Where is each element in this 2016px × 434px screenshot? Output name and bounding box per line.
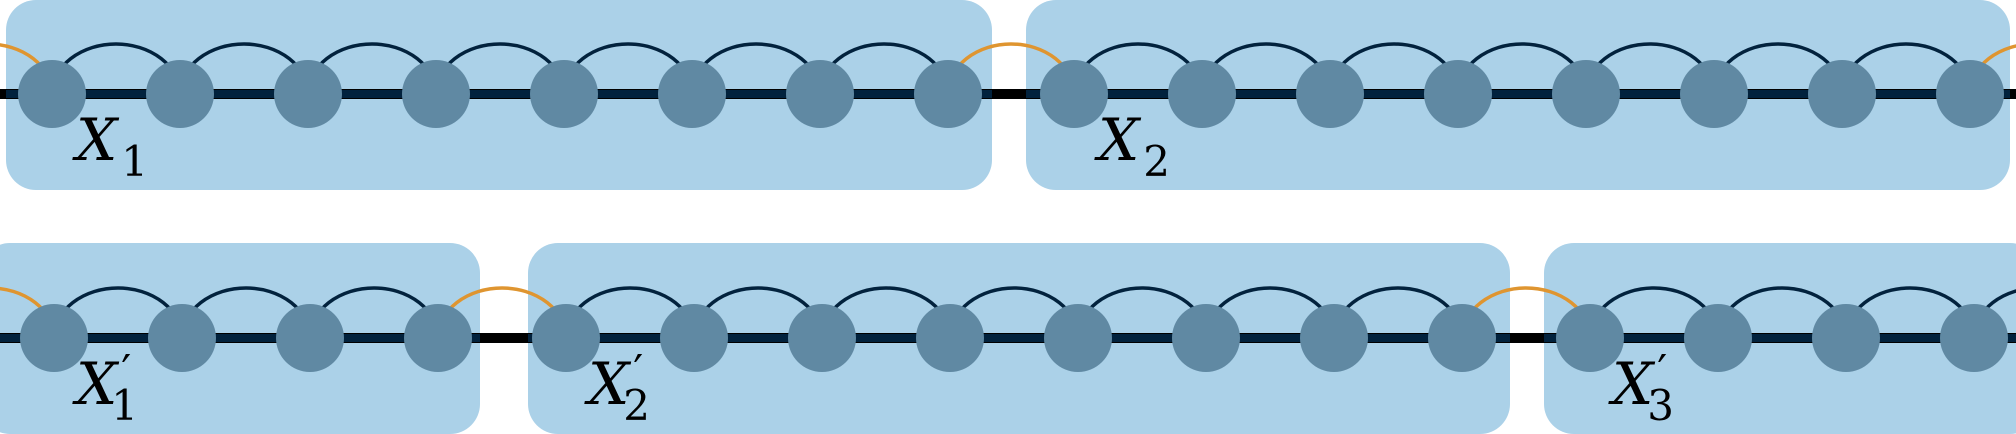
site-node bbox=[1296, 60, 1364, 128]
site-node bbox=[660, 304, 728, 372]
site-node bbox=[1812, 304, 1880, 372]
site-node bbox=[786, 60, 854, 128]
site-node bbox=[1684, 304, 1752, 372]
block-label-symbol: X bbox=[1094, 106, 1142, 174]
site-node bbox=[1936, 60, 2004, 128]
site-node bbox=[788, 304, 856, 372]
block-label-subscript: 3 bbox=[1647, 381, 1674, 430]
site-node bbox=[1556, 304, 1624, 372]
site-node bbox=[148, 304, 216, 372]
site-node bbox=[402, 60, 470, 128]
site-node bbox=[532, 304, 600, 372]
site-node bbox=[1428, 304, 1496, 372]
block-label-subscript: 2 bbox=[623, 381, 650, 430]
block-label-symbol: X bbox=[72, 350, 120, 418]
site-node bbox=[530, 60, 598, 128]
site-node bbox=[1172, 304, 1240, 372]
block-label-3: X′ 3 bbox=[1608, 346, 1674, 430]
site-node bbox=[20, 304, 88, 372]
block-label-2: X2 bbox=[1094, 106, 1170, 186]
site-node bbox=[1300, 304, 1368, 372]
block-label-subscript: 1 bbox=[121, 137, 148, 186]
block-label-2: X′ 2 bbox=[584, 346, 650, 430]
site-node bbox=[1044, 304, 1112, 372]
block-label-symbol: X bbox=[584, 350, 632, 418]
site-node bbox=[1808, 60, 1876, 128]
site-node bbox=[658, 60, 726, 128]
block-label-prime: ′ bbox=[633, 346, 643, 397]
site-node bbox=[1940, 304, 2008, 372]
site-node bbox=[1168, 60, 1236, 128]
site-node bbox=[404, 304, 472, 372]
row-primed-blocks: X′ 1 X′ 2 X′ 3 bbox=[0, 243, 2016, 434]
block-label-subscript: 2 bbox=[1143, 137, 1170, 186]
row-original-blocks: X1 X2 bbox=[0, 0, 2016, 190]
block-label-symbol: X bbox=[1608, 350, 1656, 418]
site-node bbox=[276, 304, 344, 372]
site-node bbox=[1424, 60, 1492, 128]
block-label-symbol: X bbox=[72, 106, 120, 174]
site-node bbox=[914, 60, 982, 128]
block-label-prime: ′ bbox=[121, 346, 131, 397]
site-node bbox=[18, 60, 86, 128]
block-label-1: X′ 1 bbox=[72, 346, 138, 430]
site-node bbox=[146, 60, 214, 128]
block-label-prime: ′ bbox=[1657, 346, 1667, 397]
site-node bbox=[916, 304, 984, 372]
site-node bbox=[274, 60, 342, 128]
site-node bbox=[1552, 60, 1620, 128]
block-label-subscript: 1 bbox=[111, 381, 138, 430]
block-label-1: X1 bbox=[72, 106, 148, 186]
site-node bbox=[1680, 60, 1748, 128]
site-node bbox=[1040, 60, 1108, 128]
